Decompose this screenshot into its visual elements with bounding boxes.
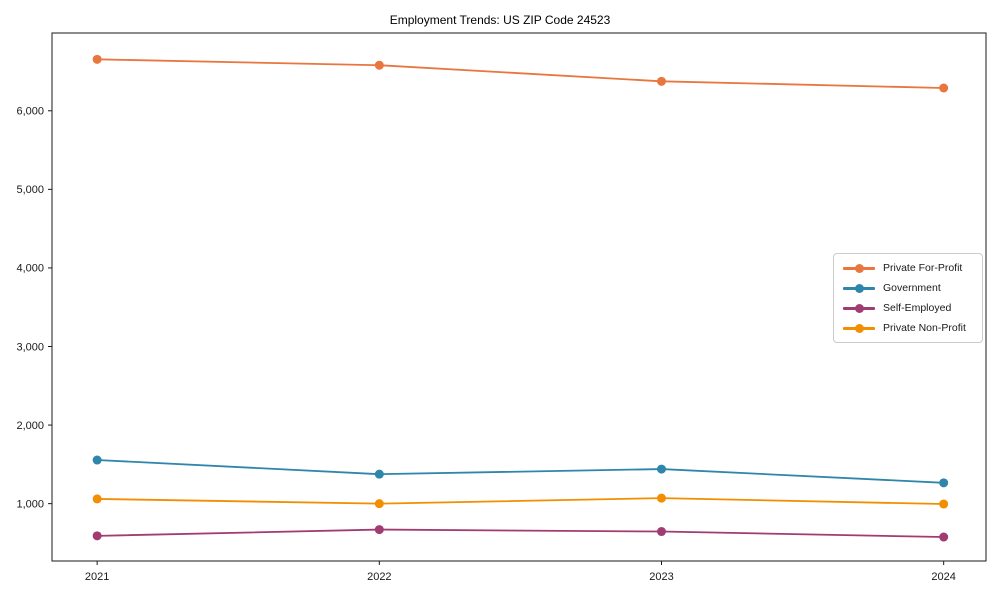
data-point-private-for-profit [374,60,384,70]
legend-label: Government [883,282,941,294]
legend-label: Self-Employed [883,302,952,314]
axes-spines [51,32,987,562]
data-point-private-for-profit [656,76,666,86]
data-point-private-non-profit [939,499,949,509]
data-point-self-employed [939,532,949,542]
x-axis-tick-label: 2022 [367,571,391,583]
data-point-government [939,478,949,488]
y-axis-tick-label: 5,000 [16,184,44,196]
legend-item-private-non-profit: Private Non-Profit [843,319,978,337]
legend: Private For-Profit Government Self-Emplo… [833,253,983,343]
series-line-self-employed [96,528,945,538]
y-axis-tick-label: 2,000 [16,420,44,432]
y-axis-tick-label: 3,000 [16,341,44,353]
chart-title: Employment Trends: US ZIP Code 24523 [389,13,611,27]
y-axis-tick-label: 4,000 [16,263,44,275]
legend-line-marker-icon [843,263,875,273]
legend-item-self-employed: Self-Employed [843,299,978,317]
legend-label: Private For-Profit [883,262,963,274]
data-point-private-non-profit [92,494,102,504]
y-axis-tick-label: 6,000 [16,106,44,118]
data-point-private-non-profit [374,499,384,509]
x-axis-tick-label: 2024 [931,571,955,583]
data-point-self-employed [92,531,102,541]
x-axis-tick-label: 2023 [649,571,673,583]
data-point-private-non-profit [656,493,666,503]
legend-label: Private Non-Profit [883,322,966,334]
series-line-private-non-profit [96,497,945,505]
data-point-self-employed [656,527,666,537]
data-point-private-for-profit [92,54,102,64]
series-line-private-for-profit [96,58,945,89]
legend-line-marker-icon [843,323,875,333]
legend-item-government: Government [843,279,978,297]
data-point-private-for-profit [939,83,949,93]
series-line-government [96,459,945,484]
data-point-self-employed [374,525,384,535]
legend-line-marker-icon [843,303,875,313]
y-axis-tick-label: 1,000 [16,498,44,510]
data-point-government [92,455,102,465]
legend-line-marker-icon [843,283,875,293]
legend-item-private-for-profit: Private For-Profit [843,259,978,277]
data-point-government [374,469,384,479]
data-point-government [656,464,666,474]
x-axis-tick-label: 2021 [85,571,109,583]
